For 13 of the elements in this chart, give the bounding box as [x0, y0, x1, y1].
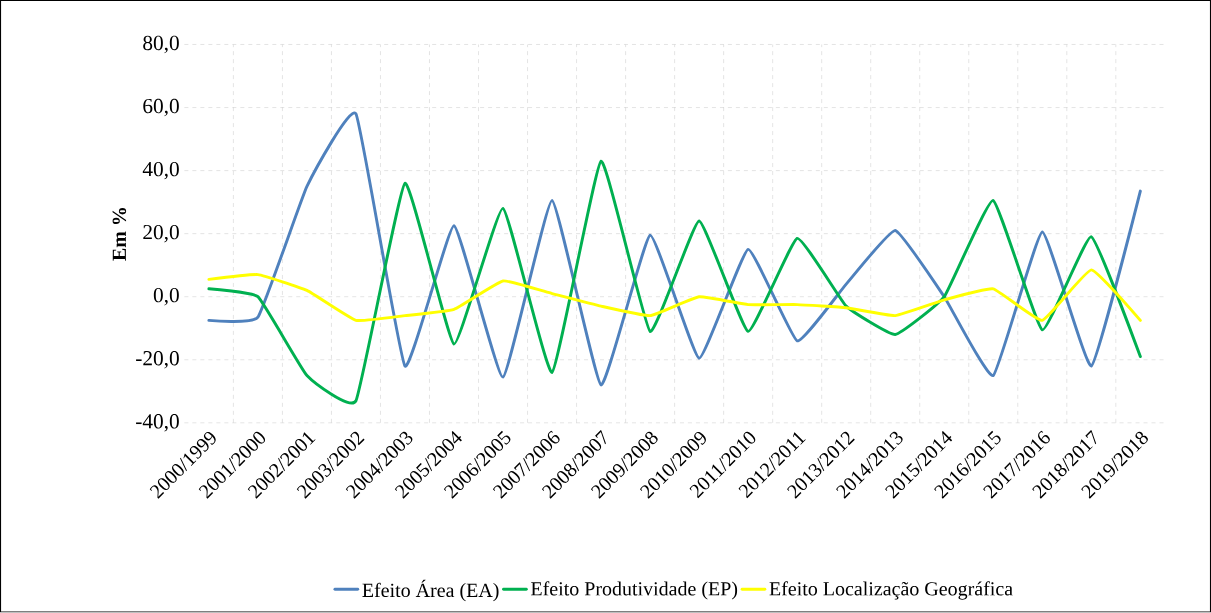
y-axis-title: Em %: [112, 208, 127, 262]
line-series: [207, 268, 1142, 323]
y-tick-label: 40,0: [142, 162, 179, 180]
y-tick-label: -40,0: [136, 414, 179, 432]
y-tick-label: 0,0: [153, 288, 179, 306]
y-tick-label: 60,0: [143, 99, 179, 117]
legend-label: Efeito Área (EA): [362, 579, 499, 602]
line-series: [207, 112, 1142, 387]
y-tick-label: 80,0: [143, 36, 179, 54]
legend-label: Efeito Localização Geográfica: [769, 581, 1013, 600]
y-tick-label: -20,0: [136, 351, 179, 369]
legend-label: Efeito Produtividade (EP): [531, 581, 738, 600]
y-tick-label: 20,0: [143, 225, 179, 243]
